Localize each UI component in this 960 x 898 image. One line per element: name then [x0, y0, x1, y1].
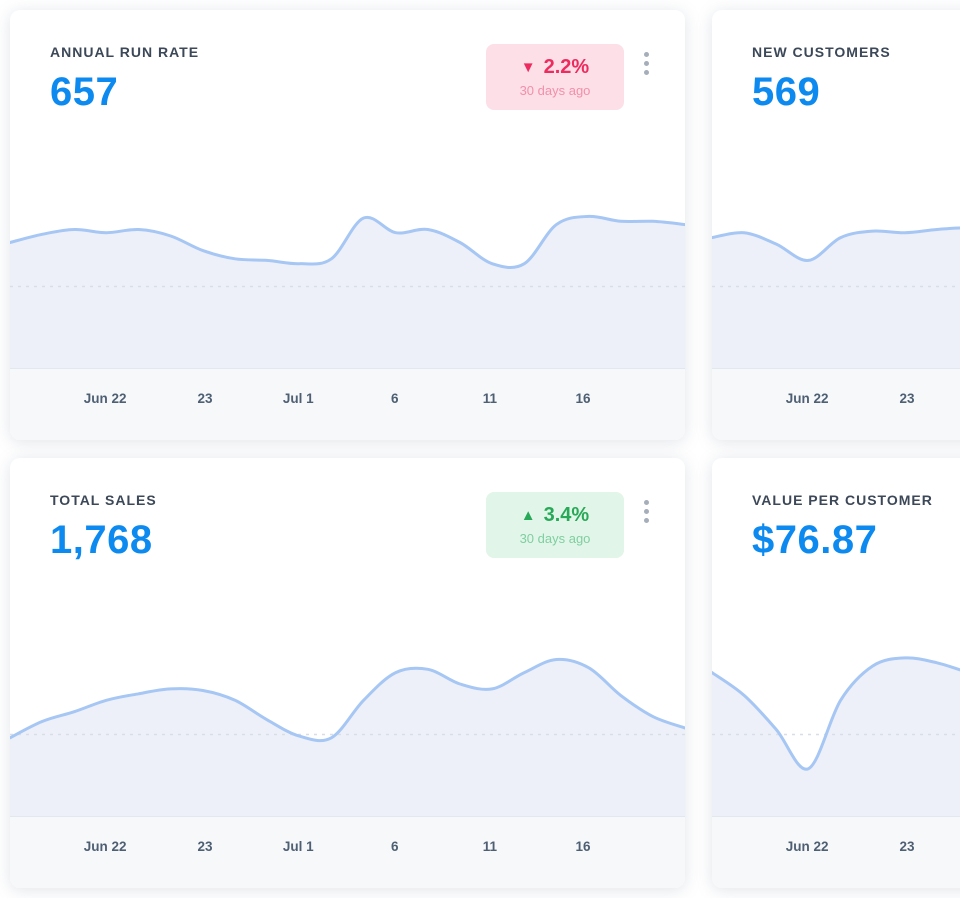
card-header-right: ▲ 3.4% 30 days ago — [486, 492, 653, 558]
kpi-title: TOTAL SALES — [50, 492, 157, 508]
kpi-value: 657 — [50, 70, 119, 114]
x-axis-tick: 23 — [197, 391, 213, 406]
x-axis: Jun 22 23 Jul 1 6 11 16 — [10, 816, 685, 888]
kebab-dot — [644, 61, 649, 66]
x-axis: Jun 22 23 — [712, 816, 960, 888]
area-sparkline-chart — [10, 657, 685, 816]
kpi-card-annual-run-rate: ANNUAL RUN RATE 657 ▼ 2.2% 30 days ago — [10, 10, 685, 440]
kpi-title: NEW CUSTOMERS — [752, 44, 891, 60]
kpi-title: ANNUAL RUN RATE — [50, 44, 200, 60]
kpi-value: 1,768 — [50, 518, 153, 562]
chart-line — [10, 214, 685, 269]
kebab-dot — [644, 70, 649, 75]
x-axis-tick: 16 — [575, 839, 591, 854]
card-header: TOTAL SALES 1,768 ▲ 3.4% 30 days ago — [10, 458, 685, 653]
chart-line — [712, 656, 960, 771]
x-axis-tick: 6 — [390, 839, 399, 854]
chart-region — [712, 205, 960, 368]
kpi-card-new-customers: NEW CUSTOMERS 569 Jun 22 23 — [712, 10, 960, 440]
kpi-title: VALUE PER CUSTOMER — [752, 492, 933, 508]
more-options-button[interactable] — [640, 46, 653, 81]
kebab-dot — [644, 500, 649, 505]
change-row: ▼ 2.2% — [506, 56, 604, 79]
x-axis-tick: 11 — [482, 839, 498, 854]
kebab-dot — [644, 52, 649, 57]
x-axis-tick: 11 — [482, 391, 498, 406]
chart-line — [712, 226, 960, 262]
chart-fill — [10, 216, 685, 368]
chart-region — [10, 653, 685, 816]
x-axis-tick: Jun 22 — [785, 839, 829, 854]
change-percent: 2.2% — [543, 56, 590, 78]
kebab-dot — [644, 509, 649, 514]
chart-fill — [10, 659, 685, 816]
kebab-dot — [644, 518, 649, 523]
chart-fill — [712, 657, 960, 816]
x-axis-tick: 23 — [899, 839, 915, 854]
x-axis-tick: 6 — [390, 391, 399, 406]
card-header: ANNUAL RUN RATE 657 ▼ 2.2% 30 days ago — [10, 10, 685, 205]
card-header-right: ▼ 2.2% 30 days ago — [486, 44, 653, 110]
chart-region — [712, 653, 960, 816]
area-sparkline-chart — [712, 226, 960, 368]
x-axis-tick: Jun 22 — [83, 839, 127, 854]
kpi-block: NEW CUSTOMERS 569 — [752, 44, 891, 115]
chart-fill — [712, 227, 960, 368]
x-axis-tick: Jun 22 — [785, 391, 829, 406]
chart-line — [10, 657, 685, 743]
x-axis-tick: Jun 22 — [83, 391, 127, 406]
x-axis-tick: Jul 1 — [282, 391, 314, 406]
kpi-block: VALUE PER CUSTOMER $76.87 — [752, 492, 933, 563]
kpi-block: ANNUAL RUN RATE 657 — [50, 44, 199, 115]
change-row: ▲ 3.4% — [506, 504, 604, 527]
x-axis-tick: Jul 1 — [282, 839, 314, 854]
area-sparkline-chart — [712, 656, 960, 816]
triangle-up-icon: ▲ — [520, 507, 536, 524]
x-axis-tick: 23 — [899, 391, 915, 406]
triangle-down-icon: ▼ — [520, 59, 536, 76]
change-period: 30 days ago — [519, 83, 591, 98]
kpi-block: TOTAL SALES 1,768 — [50, 492, 157, 563]
x-axis-tick: 23 — [197, 839, 213, 854]
change-percent: 3.4% — [543, 504, 590, 526]
area-sparkline-chart — [10, 214, 685, 368]
kpi-value: 569 — [752, 70, 821, 114]
x-axis-tick: 16 — [575, 391, 591, 406]
x-axis: Jun 22 23 Jul 1 6 11 16 — [10, 368, 685, 440]
x-axis: Jun 22 23 — [712, 368, 960, 440]
change-badge-positive: ▲ 3.4% 30 days ago — [486, 492, 624, 558]
kpi-value: $76.87 — [752, 518, 878, 562]
kpi-card-value-per-customer: VALUE PER CUSTOMER $76.87 Jun 22 23 — [712, 458, 960, 888]
more-options-button[interactable] — [640, 494, 653, 529]
chart-region — [10, 205, 685, 368]
card-header: NEW CUSTOMERS 569 — [712, 10, 960, 205]
kpi-card-total-sales: TOTAL SALES 1,768 ▲ 3.4% 30 days ago — [10, 458, 685, 888]
card-header: VALUE PER CUSTOMER $76.87 — [712, 458, 960, 653]
change-period: 30 days ago — [519, 531, 591, 546]
change-badge-negative: ▼ 2.2% 30 days ago — [486, 44, 624, 110]
